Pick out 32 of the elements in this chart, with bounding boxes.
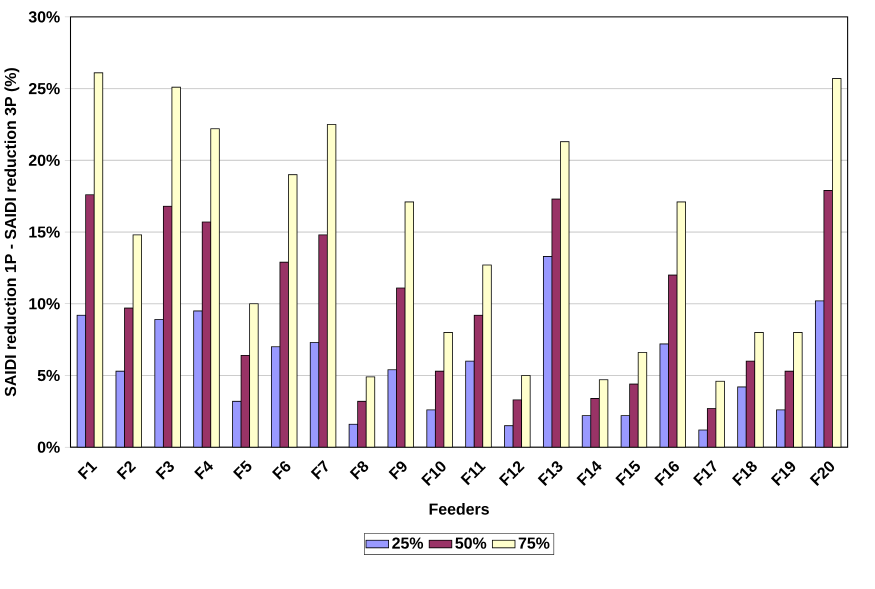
x-tick-label: F1 [78, 461, 98, 480]
x-tick-label: F4 [194, 460, 214, 480]
x-tick-label: F12 [498, 461, 525, 486]
x-tick-label: F2 [116, 461, 136, 480]
legend-label: 25% [392, 537, 424, 549]
x-tick-label: F18 [732, 461, 757, 486]
x-tick-label: F11 [460, 461, 486, 486]
x-tick-label: F13 [538, 461, 562, 486]
x-tick-label: F10 [421, 461, 446, 486]
y-tick-label: 10% [29, 298, 60, 310]
y-tick-label: 30% [28, 11, 60, 22]
x-tick-label: F7 [310, 460, 328, 480]
x-axis-title: Feeders [430, 502, 489, 515]
x-tick-label: F8 [350, 461, 368, 480]
y-tick-label: 15% [29, 226, 60, 238]
x-tick-label: F5 [232, 460, 252, 480]
y-tick-label: 5% [38, 370, 60, 381]
y-tick-label: 20% [28, 154, 60, 166]
x-tick-label: F9 [388, 461, 407, 480]
x-tick-label: F19 [770, 461, 796, 486]
legend-label: 50% [455, 537, 486, 549]
x-tick-label: F17 [693, 460, 716, 486]
y-axis-title: SAIDI reduction 1P - SAIDI reduction 3P (%) [4, 68, 20, 396]
x-tick-label: F20 [810, 461, 834, 486]
y-tick-label: 25% [28, 82, 60, 94]
x-tick-label: F3 [155, 461, 174, 480]
x-tick-label: F14 [576, 460, 602, 486]
x-tick-label: F6 [272, 461, 290, 480]
x-tick-label: F16 [654, 461, 679, 486]
legend-label: 75% [518, 537, 550, 549]
x-tick-label: F15 [615, 460, 640, 486]
y-tick-label: 0% [38, 441, 60, 453]
